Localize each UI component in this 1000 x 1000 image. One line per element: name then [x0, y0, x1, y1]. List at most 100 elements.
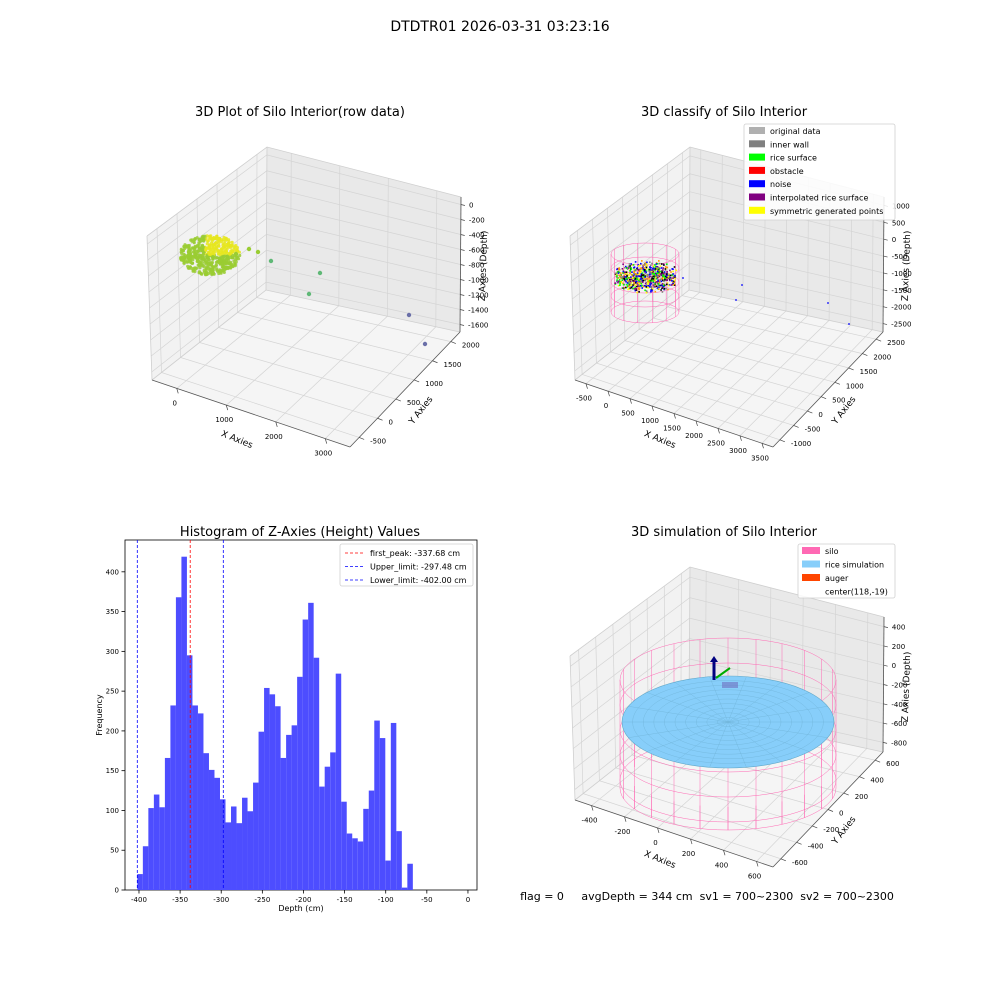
panel-simulation-zlabel: Z Axies (Depth) — [901, 652, 913, 723]
classified-point — [647, 273, 649, 276]
classified-point — [653, 277, 656, 280]
classified-point — [637, 264, 640, 266]
classified-point — [666, 282, 669, 284]
classified-point — [669, 279, 671, 282]
classified-point — [658, 267, 661, 270]
pane-edge — [146, 146, 462, 237]
classified-point — [624, 266, 626, 269]
histogram-bar — [192, 705, 198, 890]
classified-point — [625, 265, 627, 268]
x-tick-label: -400 — [582, 817, 598, 825]
classified-point — [629, 278, 631, 281]
classified-point — [638, 279, 640, 282]
classified-point — [628, 282, 630, 285]
histogram-bar — [275, 706, 281, 890]
raw-point — [234, 243, 238, 248]
raw-point — [238, 253, 242, 258]
classified-point — [629, 280, 632, 283]
classified-point — [639, 285, 642, 287]
histogram-bar — [379, 738, 386, 890]
raw-point — [217, 271, 221, 276]
rice-mesh-line — [727, 682, 782, 723]
y-tick-label: 600 — [886, 760, 899, 768]
classified-point — [654, 269, 656, 272]
classified-point — [627, 276, 630, 279]
raw-point — [200, 245, 204, 249]
classified-point — [663, 283, 665, 286]
histogram-bar — [247, 811, 254, 890]
histogram-bar — [357, 841, 364, 890]
histogram-bar — [159, 807, 165, 890]
legend-label: center(118,-19) — [825, 588, 888, 597]
classified-point — [632, 264, 635, 266]
classified-point — [645, 263, 648, 266]
y-tick-label: -400 — [808, 842, 824, 850]
rice-mesh-line — [674, 682, 729, 723]
classified-point — [671, 277, 673, 280]
classified-point — [673, 284, 676, 286]
x-tick-label: -150 — [337, 896, 353, 904]
legend-swatch — [749, 193, 765, 201]
classified-point — [638, 273, 640, 275]
classified-point — [658, 273, 661, 276]
z-tick-mark — [882, 323, 888, 325]
legend-swatch — [749, 140, 765, 148]
panel-classify-legend: original data inner wall rice surface obsta… — [743, 123, 896, 221]
classified-point — [660, 278, 663, 280]
classified-point — [642, 274, 644, 277]
classified-point — [658, 280, 660, 282]
raw-point — [211, 254, 215, 259]
panel-raw-3d-axes — [146, 146, 462, 448]
classified-point — [658, 288, 660, 290]
raw-point — [235, 248, 239, 252]
classified-point — [633, 288, 636, 290]
raw-point — [211, 237, 215, 241]
classified-point — [668, 284, 670, 287]
z-tick-label: -1500 — [891, 287, 911, 295]
classified-point — [647, 282, 649, 284]
classified-point — [661, 287, 663, 290]
classified-point — [623, 275, 626, 278]
raw-point — [210, 260, 214, 265]
classified-point — [636, 291, 638, 294]
raw-outlier-point — [306, 291, 312, 297]
histogram-bar — [148, 808, 154, 890]
classified-point — [667, 288, 669, 291]
y-tick-mark — [793, 425, 799, 428]
center-marker — [722, 682, 738, 688]
raw-point — [225, 254, 229, 258]
rice-mesh-line — [727, 721, 810, 752]
histogram-bar — [231, 806, 237, 890]
raw-point — [195, 244, 199, 248]
histogram-legend: first_peak: -337.68 cm Upper_limit: -297.… — [339, 543, 474, 587]
x-tick-label: 200 — [682, 850, 695, 858]
z-tick-label: -400 — [469, 232, 485, 240]
histogram-bar — [407, 863, 413, 890]
pane-edge — [569, 235, 576, 381]
classified-point — [665, 275, 668, 277]
classified-point — [635, 284, 637, 286]
raw-point — [207, 246, 211, 251]
histogram-bar — [142, 846, 149, 890]
classified-point — [659, 265, 662, 267]
y-tick-mark — [859, 776, 865, 779]
histogram-bar — [137, 874, 143, 890]
classified-point — [614, 272, 617, 275]
y-tick-label: 100 — [106, 807, 119, 815]
y-tick-mark — [875, 759, 881, 763]
legend-swatch — [749, 166, 765, 174]
classified-point — [628, 267, 630, 269]
histogram-bar — [346, 833, 353, 890]
classified-point — [654, 282, 657, 285]
classified-point — [666, 273, 668, 276]
rice-mesh-line — [727, 721, 747, 768]
raw-point — [222, 254, 226, 259]
classified-point — [628, 263, 631, 265]
classified-point — [634, 281, 636, 283]
panel-raw-z-ticks: 0 -200 -400 -600 -800 -1000 -1200 -1400 -1600 — [459, 202, 489, 330]
raw-point — [192, 240, 196, 244]
y-tick-mark — [450, 341, 456, 344]
center-direction-marker — [715, 667, 731, 679]
y-axis-line — [772, 331, 884, 448]
histogram-bar — [368, 790, 375, 890]
